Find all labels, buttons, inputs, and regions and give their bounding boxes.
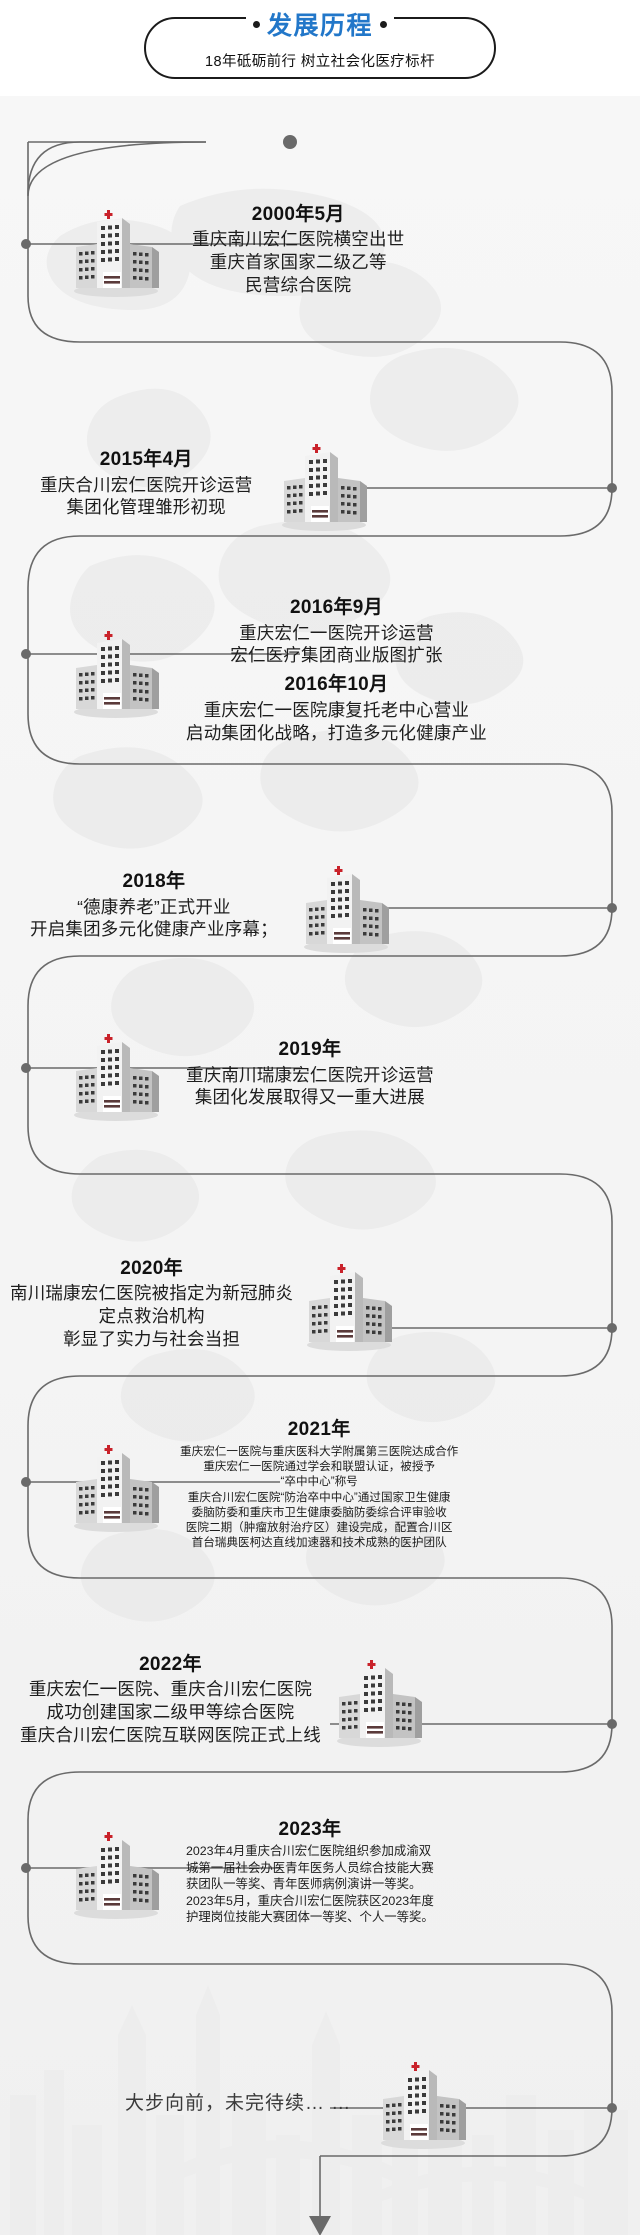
event-line: 启动集团化战略，打造多元化健康产业 [186,722,487,743]
event-line: 获团队一等奖、青年医师病例演讲一等奖。 [186,1877,422,1892]
event-line: 彰显了实力与社会当担 [63,1328,241,1349]
timeline-body: 2000年5月 重庆南川宏仁医院横空出世 重庆首家国家二级乙等 民营综合医院 2… [0,96,640,2235]
event-date: 2022年 [139,1653,202,1675]
page-title: 发展历程 [266,12,374,40]
event-line: 定点救治机构 [98,1305,205,1326]
closing-note: 大步向前，未完待续… … [125,2044,477,2159]
event-line: 集团化发展取得又一重大进展 [194,1087,425,1108]
event-date: 2021年 [287,1419,351,1440]
event-line: 开启集团多元化健康产业序幕； [30,919,278,940]
event-line: 宏仁医疗集团商业版图扩张 [230,645,443,666]
timeline-event-2018: 2018年 “德康养老”正式开业 开启集团多元化健康产业序幕； [30,848,400,963]
closing-text: 大步向前，未完待续… … [125,2093,352,2114]
event-text: 2021年 重庆宏仁一医院与重庆医科大学附属第三医院达成合作 重庆宏仁一医院通过… [180,1418,458,1551]
event-line: 2023年5月，重庆合川宏仁医院获区2023年度 [186,1893,434,1908]
event-line: 重庆首家国家二级乙等 [209,251,387,272]
hospital-building-icon [290,848,400,963]
timeline-event-2000-05: 2000年5月 重庆南川宏仁医院横空出世 重庆首家国家二级乙等 民营综合医院 [60,192,404,307]
event-line: 重庆宏仁一医院通过学会和联盟认证，被授予 [203,1459,436,1473]
header-title-group: 发展历程 [245,6,395,42]
bullet-dot-right-icon [380,20,388,28]
event-line: “德康养老”正式开业 [77,896,231,917]
event-line: 护理岗位技能大赛团体一等奖、个人一等奖。 [186,1909,434,1924]
timeline-event-2016: 2016年9月 重庆宏仁一医院开诊运营 宏仁医疗集团商业版图扩张 2016年10… [60,596,487,744]
hospital-building-icon [60,613,170,728]
event-date-secondary: 2016年10月 [284,674,389,696]
timeline-node-dot-icon [283,135,297,149]
event-text: 2022年 重庆宏仁一医院、重庆合川宏仁医院 成功创建国家二级甲等综合医院 重庆… [20,1653,321,1747]
event-date: 2015年4月 [99,448,193,470]
event-date: 2000年5月 [251,203,345,225]
event-line: 重庆宏仁一医院开诊运营 [239,622,434,643]
event-line: “卒中中心”称号 [280,1475,358,1489]
event-date: 2020年 [120,1257,183,1279]
event-line: 成功创建国家二级甲等综合医院 [46,1701,295,1722]
event-text: 2000年5月 重庆南川宏仁医院横空出世 重庆首家国家二级乙等 民营综合医院 [192,203,404,297]
event-line: 委脑防委和重庆市卫生健康委脑防委综合评审验收 [191,1505,447,1519]
event-line: 重庆宏仁一医院、重庆合川宏仁医院 [28,1679,313,1700]
event-line: 重庆南川瑞康宏仁医院开诊运营 [186,1064,434,1085]
hospital-building-icon [60,1814,170,1929]
event-line: 南川瑞康宏仁医院被指定为新冠肺炎 [10,1283,294,1304]
timeline-event-2015-04: 2015年4月 重庆合川宏仁医院开诊运营 集团化管理雏形初现 [40,426,378,541]
hospital-building-icon [268,426,378,541]
event-line: 城第一届社会办医青年医务人员综合技能大赛 [186,1860,434,1875]
header-subtitle: 18年砥砺前行 树立社会化医疗标杆 [205,54,435,70]
timeline-event-2021: 2021年 重庆宏仁一医院与重庆医科大学附属第三医院达成合作 重庆宏仁一医院通过… [60,1418,458,1551]
hospital-building-icon [60,1016,170,1131]
hospital-building-icon [367,2044,477,2159]
timeline-event-2022: 2022年 重庆宏仁一医院、重庆合川宏仁医院 成功创建国家二级甲等综合医院 重庆… [20,1642,433,1757]
header-pill-outline: 发展历程 18年砥砺前行 树立社会化医疗标杆 [144,6,496,79]
event-line: 重庆南川宏仁医院横空出世 [192,229,405,250]
event-line: 集团化管理雏形初现 [66,497,226,518]
event-line: 重庆宏仁一医院与重庆医科大学附属第三医院达成合作 [180,1444,459,1458]
event-date: 2018年 [122,870,186,892]
event-text: 2016年9月 重庆宏仁一医院开诊运营 宏仁医疗集团商业版图扩张 2016年10… [186,596,487,744]
event-line: 医院二期（肿瘤放射治疗区）建设完成，配置合川区 [185,1521,453,1535]
event-text: 2015年4月 重庆合川宏仁医院开诊运营 集团化管理雏形初现 [40,448,252,519]
timeline-event-2020: 2020年 南川瑞康宏仁医院被指定为新冠肺炎 定点救治机构 彰显了实力与社会当担 [10,1246,403,1361]
hospital-building-icon [60,1427,170,1542]
event-text: 2020年 南川瑞康宏仁医院被指定为新冠肺炎 定点救治机构 彰显了实力与社会当担 [10,1257,293,1351]
event-text: 2018年 “德康养老”正式开业 开启集团多元化健康产业序幕； [30,870,278,941]
hospital-building-icon [60,192,170,307]
timeline-event-2019: 2019年 重庆南川瑞康宏仁医院开诊运营 集团化发展取得又一重大进展 [60,1016,434,1131]
event-line: 重庆合川宏仁医院互联网医院正式上线 [20,1724,321,1745]
event-date: 2016年9月 [289,597,383,618]
event-line: 重庆合川宏仁医院“防治卒中中心”通过国家卫生健康 [187,1490,451,1504]
header: 发展历程 18年砥砺前行 树立社会化医疗标杆 [0,0,640,96]
bullet-dot-left-icon [252,20,260,28]
hospital-building-icon [323,1642,433,1757]
event-line: 2023年4月重庆合川宏仁医院组织参加成渝双 [186,1844,432,1859]
event-date: 2019年 [278,1038,342,1060]
event-text: 2019年 重庆南川瑞康宏仁医院开诊运营 集团化发展取得又一重大进展 [186,1038,434,1109]
event-line: 民营综合医院 [245,274,352,295]
hospital-building-icon [293,1246,403,1361]
event-line: 重庆合川宏仁医院开诊运营 [40,474,253,495]
timeline-event-2023: 2023年 2023年4月重庆合川宏仁医院组织参加成渝双 城第一届社会办医青年医… [60,1814,434,1929]
event-date: 2023年 [278,1818,342,1840]
event-line: 首台瑞典医柯达直线加速器和技术成熟的医护团队 [191,1536,447,1550]
event-text: 2023年 2023年4月重庆合川宏仁医院组织参加成渝双 城第一届社会办医青年医… [186,1818,434,1926]
event-line: 重庆宏仁一医院康复托老中心营业 [203,699,470,720]
